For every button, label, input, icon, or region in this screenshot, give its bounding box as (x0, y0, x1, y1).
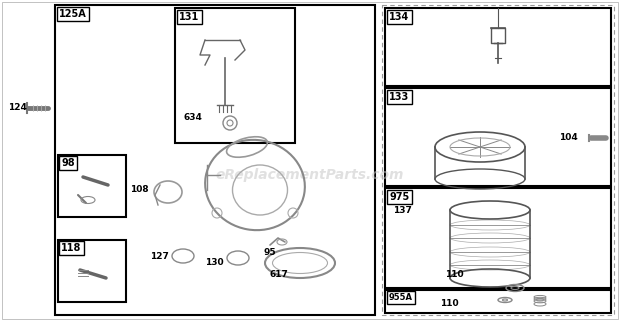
Text: 98: 98 (61, 158, 74, 168)
Bar (385, 188, 611, 288)
Text: 108: 108 (130, 185, 149, 194)
Bar (55, 5, 375, 315)
Text: 634: 634 (183, 113, 202, 122)
Bar (385, 8, 611, 86)
Text: 131: 131 (179, 12, 199, 22)
Text: 137: 137 (393, 206, 412, 215)
Text: 125A: 125A (59, 9, 87, 19)
Text: 975: 975 (389, 192, 409, 202)
Text: 127: 127 (150, 252, 169, 261)
Text: eReplacementParts.com: eReplacementParts.com (216, 168, 404, 182)
Text: 104: 104 (559, 133, 578, 142)
Text: 118: 118 (61, 243, 81, 253)
Bar (58, 155, 126, 217)
Text: 95: 95 (263, 248, 276, 257)
Bar (175, 8, 295, 143)
Text: 110: 110 (445, 270, 464, 279)
Bar (385, 290, 611, 313)
Bar (58, 240, 126, 302)
Text: 133: 133 (389, 92, 409, 102)
Bar (385, 88, 611, 186)
Bar (382, 5, 614, 315)
Text: 617: 617 (270, 270, 289, 279)
Text: 134: 134 (389, 12, 409, 22)
Text: 130: 130 (205, 258, 224, 267)
Text: 124: 124 (8, 103, 27, 112)
Text: 110: 110 (440, 299, 459, 308)
Text: 955A: 955A (389, 293, 413, 302)
